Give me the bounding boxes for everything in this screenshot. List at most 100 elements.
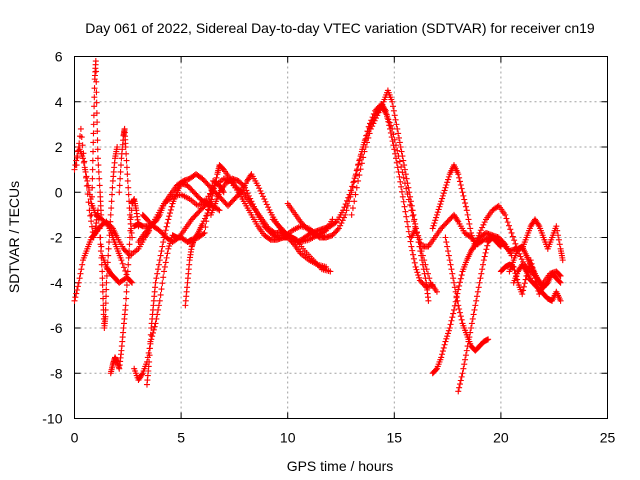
data-point (85, 199, 92, 206)
data-point (164, 220, 171, 227)
data-point (200, 218, 207, 225)
data-point (448, 266, 455, 273)
data-point (399, 169, 406, 176)
data-point (455, 286, 462, 293)
data-point (452, 298, 459, 305)
data-point (456, 384, 463, 391)
data-point (417, 239, 424, 246)
data-point (266, 235, 273, 242)
data-point (157, 291, 164, 298)
data-point (439, 351, 446, 358)
data-point (435, 206, 442, 213)
data-point (393, 121, 400, 128)
data-point (476, 279, 483, 286)
data-point (145, 217, 152, 224)
data-point (466, 334, 473, 341)
data-point (398, 188, 405, 195)
data-point (146, 352, 153, 359)
data-point (189, 187, 196, 194)
data-point (557, 279, 564, 286)
data-point (396, 139, 403, 146)
data-point (83, 174, 90, 181)
data-point (94, 155, 101, 162)
data-point (443, 182, 450, 189)
series-tr16 (284, 103, 440, 295)
data-point (159, 230, 166, 237)
data-point (445, 330, 452, 337)
series-tr18 (408, 211, 519, 255)
data-point (124, 171, 131, 178)
y-tick-label: -2 (50, 230, 63, 246)
data-point (155, 261, 162, 268)
data-point (71, 166, 78, 173)
data-point (430, 222, 437, 229)
data-point (438, 198, 445, 205)
data-point (519, 291, 526, 298)
data-point (125, 191, 132, 198)
data-point (124, 177, 131, 184)
data-point (520, 283, 527, 290)
data-point (79, 142, 86, 149)
data-point (206, 203, 213, 210)
data-point (455, 171, 462, 178)
data-point (201, 178, 208, 185)
y-tick-label: 6 (55, 49, 63, 65)
data-point (456, 381, 463, 388)
data-point (391, 136, 398, 143)
data-point (556, 272, 563, 279)
data-point (213, 174, 220, 181)
data-point (348, 211, 355, 218)
data-point (401, 166, 408, 173)
data-point (277, 224, 284, 231)
data-point (95, 162, 102, 169)
x-axis-title: GPS time / hours (287, 458, 394, 474)
data-point (243, 187, 250, 194)
data-point (439, 348, 446, 355)
data-point (555, 236, 562, 243)
data-point (557, 272, 564, 279)
data-point (344, 202, 351, 209)
data-point (126, 198, 133, 205)
data-point (461, 361, 468, 368)
data-point (95, 168, 102, 175)
data-point (238, 180, 245, 187)
data-point (155, 302, 162, 309)
data-point (355, 177, 362, 184)
data-point (433, 211, 440, 218)
data-point (192, 190, 199, 197)
x-tick-label: 15 (387, 430, 403, 446)
data-point (97, 248, 104, 255)
data-point (276, 223, 283, 230)
data-point (199, 175, 206, 182)
data-point (73, 290, 80, 297)
data-point (443, 239, 450, 246)
data-point (444, 179, 451, 186)
data-point (433, 214, 440, 221)
data-point (78, 134, 85, 141)
data-point (337, 222, 344, 229)
data-point (394, 125, 401, 132)
data-point (122, 302, 129, 309)
data-point (102, 306, 109, 313)
data-point (93, 78, 100, 85)
data-point (553, 223, 560, 230)
data-point (392, 150, 399, 157)
data-point (450, 279, 457, 286)
data-point (147, 338, 154, 345)
data-point (205, 182, 212, 189)
data-point (556, 241, 563, 248)
data-point (414, 269, 421, 276)
data-point (159, 280, 166, 287)
data-point (203, 212, 210, 219)
data-point (193, 210, 200, 217)
data-point (211, 182, 218, 189)
data-point (402, 171, 409, 178)
data-point (456, 282, 463, 289)
data-point (532, 278, 539, 285)
data-point (555, 232, 562, 239)
data-point (479, 224, 486, 231)
data-point (265, 204, 272, 211)
data-point (469, 235, 476, 242)
data-point (76, 140, 83, 147)
x-tick-label: 20 (493, 430, 509, 446)
